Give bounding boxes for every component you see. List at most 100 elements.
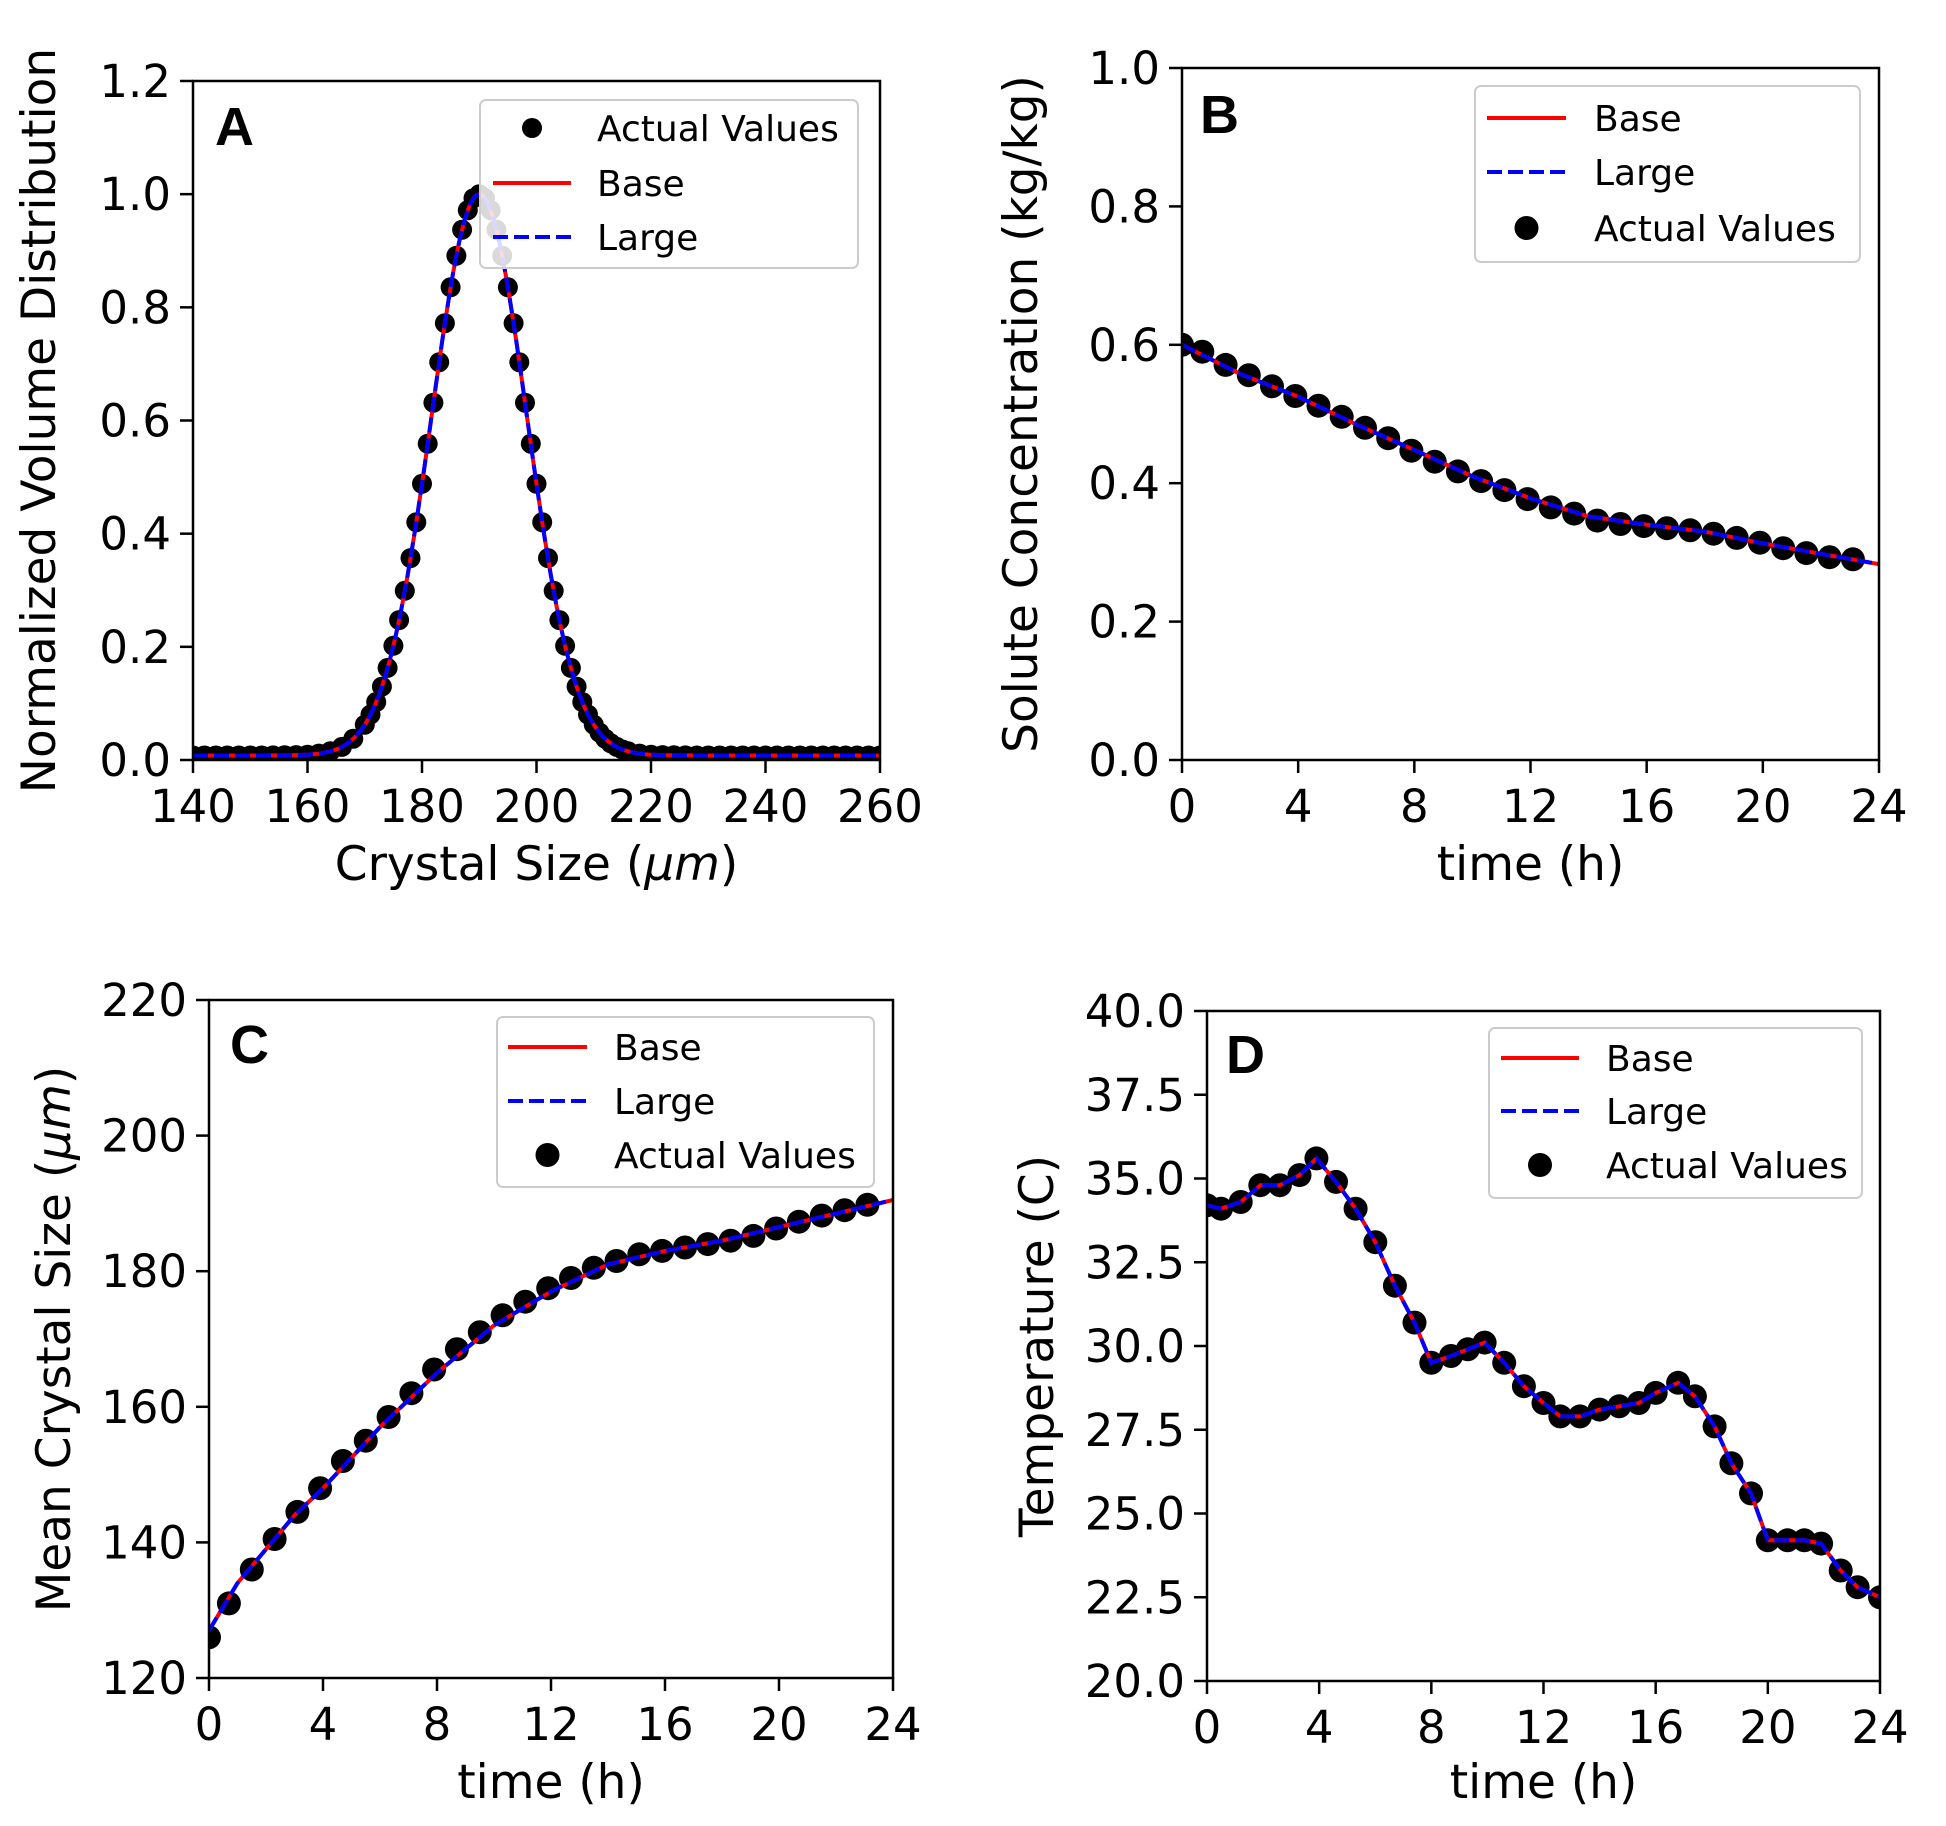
x-tick-label: 16 (1627, 1701, 1684, 1754)
y-tick-label: 35.0 (1085, 1153, 1185, 1206)
large-series-line-b (1182, 343, 1879, 567)
x-tick-label: 4 (1284, 780, 1313, 833)
y-tick-label: 1.0 (1088, 42, 1160, 95)
actual-value-point (536, 1276, 561, 1301)
legend-d: Base Large Actual Values (1488, 1027, 1863, 1199)
y-tick-label: 22.5 (1085, 1571, 1185, 1624)
legend-label: Actual Values (614, 1136, 856, 1177)
x-tick-label: 24 (864, 1698, 921, 1751)
actual-value-point (490, 1303, 515, 1328)
x-tick-label: 240 (723, 780, 809, 833)
x-tick-label: 180 (379, 780, 465, 833)
x-tick-label: 0 (1168, 780, 1197, 833)
x-tick-label: 16 (636, 1698, 693, 1751)
actual-value-point (513, 1289, 538, 1314)
actual-value-point (444, 1337, 469, 1362)
plot-area-d (1207, 1146, 1880, 1610)
y-axis-label-c: Mean Crystal Size (μm) (27, 1066, 82, 1612)
x-tick-label: 12 (1515, 1701, 1572, 1754)
legend-label: Base (614, 1028, 702, 1069)
plot-area-a (193, 184, 880, 760)
y-tick-label: 160 (101, 1381, 187, 1434)
x-tick-label: 24 (1850, 780, 1907, 833)
y-tick-label: 200 (101, 1110, 187, 1163)
x-tick-label: 8 (1417, 1701, 1446, 1754)
actual-values-markers-b (1182, 332, 1865, 572)
y-tick-label: 0.6 (99, 395, 171, 448)
actual-value-point (399, 1381, 424, 1406)
x-tick-label: 260 (837, 780, 923, 833)
y-tick-label: 220 (101, 974, 187, 1027)
y-tick-label: 20.0 (1085, 1655, 1185, 1708)
y-axis-label-b: Solute Concentration (kg/kg) (994, 75, 1049, 753)
legend-b: Base Large Actual Values (1474, 85, 1861, 263)
y-tick-label: 27.5 (1085, 1404, 1185, 1457)
x-tick-label: 20 (1739, 1701, 1796, 1754)
actual-value-point (209, 1625, 221, 1650)
y-tick-label: 32.5 (1085, 1236, 1185, 1289)
panel-letter-b: B (1200, 85, 1239, 145)
legend-label: Large (1594, 153, 1695, 194)
x-tick-label: 20 (750, 1698, 807, 1751)
legend-label: Actual Values (1606, 1146, 1848, 1187)
base-series-line-c (209, 1198, 893, 1632)
actual-value-point (330, 1449, 355, 1473)
legend-label: Actual Values (597, 109, 839, 150)
x-tick-label: 4 (309, 1698, 338, 1751)
y-tick-label: 0.6 (1088, 319, 1160, 372)
plot-area-b (1182, 332, 1879, 572)
x-axis-label-b: time (h) (1437, 837, 1625, 892)
legend-marker-actual (522, 118, 542, 138)
legend-a: Actual Values Base Large (479, 99, 859, 269)
legend-marker-actual (1514, 216, 1539, 240)
y-tick-label: 0.2 (99, 621, 171, 674)
panel-letter-c: C (230, 1015, 269, 1075)
panel-b: 0 4 8 12 16 20 24 0.0 0.2 0.4 0.6 0.8 1.0 time (h) Sol… (994, 42, 1908, 892)
legend-marker-actual (535, 1143, 560, 1167)
y-tick-label: 0.8 (99, 281, 171, 334)
x-tick-label: 12 (522, 1698, 579, 1751)
actual-value-point (422, 1357, 447, 1382)
y-tick-label: 120 (101, 1652, 187, 1705)
y-tick-label: 140 (101, 1516, 187, 1569)
x-tick-label: 140 (150, 780, 236, 833)
y-tick-label: 0.8 (1088, 180, 1160, 233)
panel-c: 0 4 8 12 16 20 24 120 140 160 180 200 220 time (h) Mea… (27, 974, 922, 1810)
x-tick-label: 0 (195, 1698, 224, 1751)
y-tick-label: 180 (101, 1245, 187, 1298)
y-tick-label: 0.4 (1088, 457, 1160, 510)
x-axis-label-a: Crystal Size (μm) (335, 837, 738, 892)
y-tick-label: 0.4 (99, 508, 171, 561)
legend-label: Base (597, 164, 685, 205)
x-tick-label: 8 (1400, 780, 1429, 833)
panel-letter-d: D (1226, 1025, 1265, 1085)
y-tick-label: 37.5 (1085, 1069, 1185, 1122)
x-axis-label-c: time (h) (457, 1755, 645, 1810)
y-tick-label: 40.0 (1085, 985, 1185, 1038)
y-tick-label: 1.2 (99, 55, 171, 108)
legend-label: Large (597, 218, 698, 259)
y-tick-label: 0.0 (99, 734, 171, 787)
legend-label: Large (614, 1082, 715, 1123)
legend-marker-actual (1528, 1153, 1552, 1177)
panel-letter-a: A (215, 97, 254, 157)
large-series-line-d (1207, 1155, 1880, 1600)
x-tick-label: 24 (1851, 1701, 1908, 1754)
y-tick-label: 1.0 (99, 168, 171, 221)
x-axis-label-d: time (h) (1450, 1755, 1638, 1810)
legend-label: Actual Values (1594, 209, 1836, 250)
base-series-line-b (1182, 343, 1879, 567)
panel-d: 0 4 8 12 16 20 24 20.0 22.5 25.0 27.5 30.0 32.5 35.0 3… (1010, 985, 1909, 1810)
plot-area-c (209, 1192, 893, 1650)
large-series-line-c (209, 1198, 893, 1632)
x-tick-label: 160 (265, 780, 351, 833)
y-tick-label: 30.0 (1085, 1320, 1185, 1373)
x-tick-label: 200 (494, 780, 580, 833)
actual-value-point (1585, 508, 1610, 533)
x-tick-label: 12 (1502, 780, 1559, 833)
legend-label: Base (1606, 1039, 1694, 1080)
y-tick-label: 25.0 (1085, 1488, 1185, 1541)
legend-label: Base (1594, 99, 1682, 140)
x-tick-label: 20 (1734, 780, 1791, 833)
y-axis-label-d: Temperature (C) (1010, 1155, 1065, 1538)
